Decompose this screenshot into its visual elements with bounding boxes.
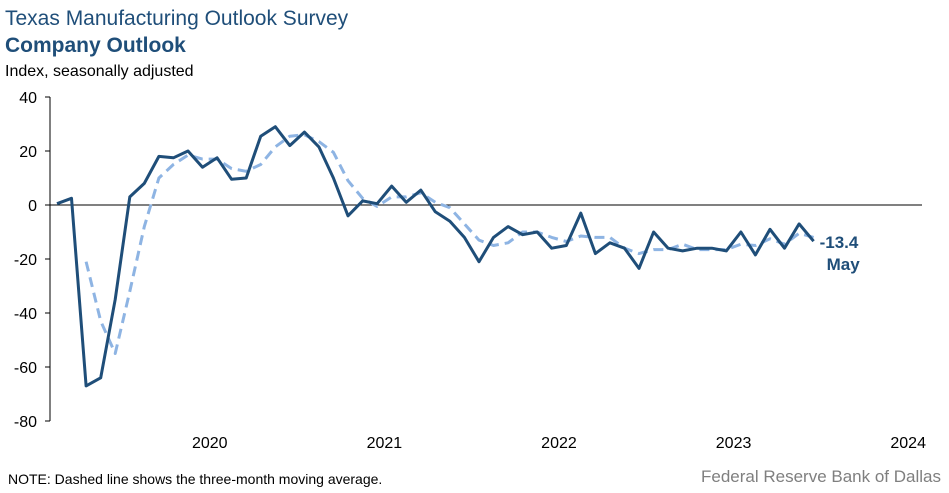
last-month-annotation: May — [827, 255, 861, 274]
y-tick-label: -80 — [14, 414, 37, 431]
x-tick-label: 2022 — [541, 435, 577, 452]
y-tick-labels: 40 20 0 -20 -40 -60 -80 — [14, 90, 37, 431]
footnote: NOTE: Dashed line shows the three-month … — [8, 471, 383, 487]
chart-title: Texas Manufacturing Outlook Survey — [5, 7, 349, 30]
last-value-annotation: -13.4 — [820, 233, 859, 252]
y-tick-label: -20 — [14, 252, 37, 269]
company-outlook-line — [56, 125, 815, 388]
x-tick-labels: 2020 2021 2022 2023 2024 — [192, 435, 926, 452]
chart-subtitle: Company Outlook — [5, 34, 186, 57]
y-axis-label: Index, seasonally adjusted — [5, 63, 194, 80]
source-credit: Federal Reserve Bank of Dallas — [700, 467, 941, 486]
series-lines — [56, 125, 815, 388]
x-tick-label: 2024 — [890, 435, 926, 452]
x-tick-label: 2021 — [367, 435, 403, 452]
x-tick-label: 2023 — [716, 435, 752, 452]
y-tick-label: 40 — [19, 90, 37, 107]
x-tick-label: 2020 — [192, 435, 228, 452]
y-tick-label: 20 — [19, 144, 37, 161]
y-tick-label: -40 — [14, 306, 37, 323]
moving-average-line — [84, 133, 815, 355]
y-tick-label: 0 — [28, 198, 37, 215]
y-tick-label: -60 — [14, 360, 37, 377]
annotations: -13.4 May — [820, 233, 861, 274]
axes — [45, 96, 922, 422]
